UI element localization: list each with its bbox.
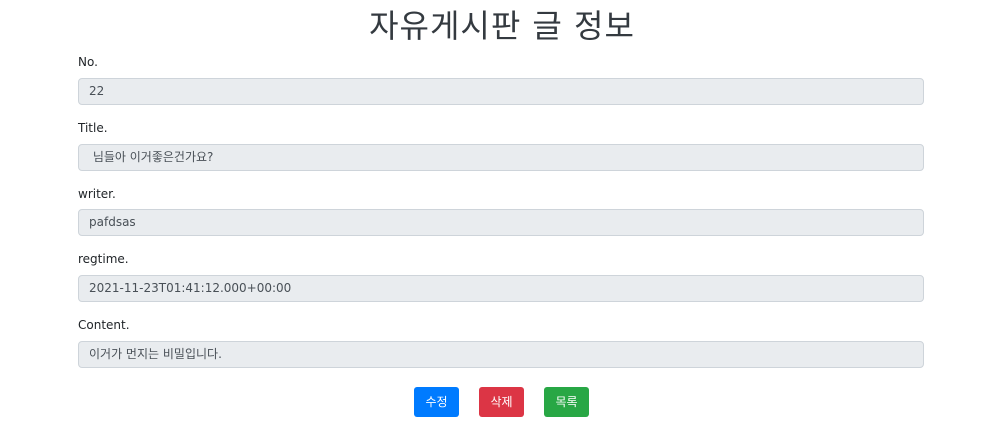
delete-button[interactable]: 삭제 bbox=[479, 387, 524, 417]
title-field[interactable]: 님들아 이거좋은건가요? bbox=[78, 144, 924, 171]
content-field[interactable]: 이거가 먼지는 비밀입니다. bbox=[78, 341, 924, 368]
title-label: Title. bbox=[78, 121, 108, 135]
content-label: Content. bbox=[78, 318, 130, 332]
writer-label: writer. bbox=[78, 187, 116, 201]
no-label: No. bbox=[78, 55, 98, 69]
regtime-field[interactable]: 2021-11-23T01:41:12.000+00:00 bbox=[78, 275, 924, 302]
regtime-label: regtime. bbox=[78, 252, 129, 266]
edit-button[interactable]: 수정 bbox=[414, 387, 459, 417]
no-field[interactable]: 22 bbox=[78, 78, 924, 105]
list-button[interactable]: 목록 bbox=[544, 387, 589, 417]
page-title: 자유게시판 글 정보 bbox=[369, 7, 635, 45]
writer-field[interactable]: pafdsas bbox=[78, 209, 924, 236]
